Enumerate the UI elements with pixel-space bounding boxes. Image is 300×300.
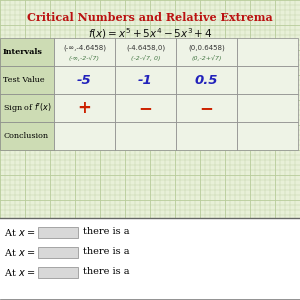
Bar (115, 94, 176, 122)
Text: Conclusion: Conclusion (3, 132, 48, 140)
Bar (115, 122, 176, 150)
Text: Sign of $f'(x)$: Sign of $f'(x)$ (3, 101, 52, 115)
Text: At $x$ =: At $x$ = (4, 247, 36, 257)
Bar (0, 218, 300, 300)
Bar (115, 38, 176, 66)
Bar (176, 94, 237, 122)
Text: (-∞,-4.6458): (-∞,-4.6458) (63, 45, 106, 51)
Bar (38, 226, 78, 238)
Bar (54, 38, 115, 66)
Bar (237, 38, 298, 66)
Text: +: + (78, 99, 92, 117)
Text: (-2-√7, 0): (-2-√7, 0) (131, 55, 160, 61)
Bar (237, 122, 298, 150)
Bar (176, 122, 237, 150)
Bar (38, 247, 78, 257)
Bar (0, 94, 54, 122)
Bar (0, 38, 54, 66)
Text: −: − (200, 99, 213, 117)
Bar (176, 66, 237, 94)
Bar (38, 266, 78, 278)
Text: At $x$ =: At $x$ = (4, 226, 36, 238)
Text: Intervals: Intervals (3, 48, 43, 56)
Text: At $x$ =: At $x$ = (4, 266, 36, 278)
Text: −: − (139, 99, 152, 117)
Bar (115, 66, 176, 94)
Text: Test Value: Test Value (3, 76, 45, 84)
Text: $f(x) = x^5 + 5x^4 - 5x^3 + 4$: $f(x) = x^5 + 5x^4 - 5x^3 + 4$ (88, 26, 212, 41)
Text: (-∞,-2-√7): (-∞,-2-√7) (69, 55, 100, 61)
Text: there is a: there is a (83, 248, 130, 256)
Text: -5: -5 (77, 74, 92, 86)
Text: there is a: there is a (83, 227, 130, 236)
Bar (54, 94, 115, 122)
Text: -1: -1 (138, 74, 153, 86)
Text: (0,0.6458): (0,0.6458) (188, 45, 225, 51)
Text: 0.5: 0.5 (195, 74, 218, 86)
Bar (0, 122, 54, 150)
Text: (-4.6458,0): (-4.6458,0) (126, 45, 165, 51)
Bar (176, 38, 237, 66)
Bar (237, 94, 298, 122)
Bar (54, 122, 115, 150)
Text: there is a: there is a (83, 268, 130, 277)
Bar (0, 66, 54, 94)
Bar (54, 66, 115, 94)
Text: Critical Numbers and Relative Extrema: Critical Numbers and Relative Extrema (27, 12, 273, 23)
Text: (0,-2+√7): (0,-2+√7) (191, 55, 222, 61)
Bar (237, 66, 298, 94)
